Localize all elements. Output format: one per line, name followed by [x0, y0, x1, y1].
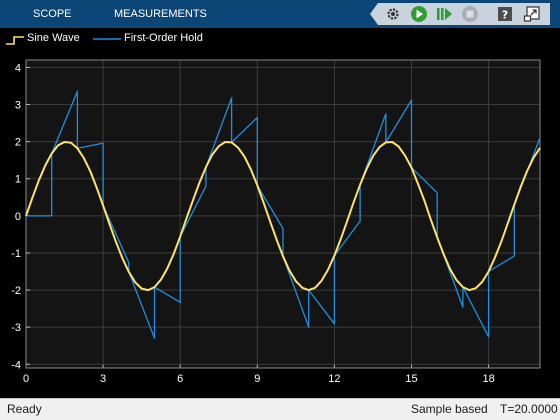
- first-order-hold-line: [26, 90, 541, 339]
- stop-icon[interactable]: [459, 3, 481, 25]
- sine-wave-legend-swatch: [6, 36, 24, 45]
- help-icon[interactable]: ?: [494, 3, 516, 25]
- y-tick-label: 1: [15, 174, 21, 186]
- toolstrip: SCOPE MEASUREMENTS: [0, 0, 560, 28]
- y-tick-label: -1: [11, 248, 21, 260]
- x-tick-label: 18: [482, 373, 494, 385]
- x-tick-label: 3: [100, 373, 106, 385]
- legend-label-sine-wave: Sine Wave: [27, 32, 80, 44]
- scope-display: 0 3 6 9 12 15 18 4 3 2 1 0 -1 -2 -3 -4: [0, 50, 560, 398]
- x-tick-label: 15: [405, 373, 417, 385]
- sample-mode-indicator: Sample based: [411, 402, 488, 416]
- y-tick-label: 2: [15, 137, 21, 149]
- x-tick-label: 0: [23, 373, 29, 385]
- y-tick-label: -4: [11, 359, 21, 371]
- y-tick-label: -2: [11, 285, 21, 297]
- simulation-time: T=20.0000: [500, 402, 558, 416]
- status-text: Ready: [7, 402, 42, 416]
- svg-text:?: ?: [502, 9, 508, 22]
- x-tick-label: 6: [177, 373, 183, 385]
- y-tick-label: 0: [15, 211, 21, 223]
- x-tick-label: 12: [328, 373, 340, 385]
- legend: Sine Wave First-Order Hold: [0, 28, 560, 50]
- step-forward-icon[interactable]: [433, 3, 455, 25]
- undock-icon[interactable]: [521, 3, 543, 25]
- run-icon[interactable]: [408, 3, 430, 25]
- legend-label-first-order-hold: First-Order Hold: [124, 32, 203, 44]
- sine-wave-line: [25, 141, 541, 292]
- plot-area: [25, 59, 541, 369]
- quick-access-toolbar: ?: [370, 3, 550, 25]
- y-tick-label: -3: [11, 322, 21, 334]
- settings-icon[interactable]: [382, 3, 404, 25]
- x-tick-label: 9: [254, 373, 260, 385]
- time-domain-plot[interactable]: 0 3 6 9 12 15 18 4 3 2 1 0 -1 -2 -3 -4: [0, 50, 560, 398]
- status-bar: Ready Sample based T=20.0000: [0, 398, 560, 420]
- tab-measurements[interactable]: MEASUREMENTS: [114, 8, 207, 20]
- y-tick-label: 3: [15, 100, 21, 112]
- y-tick-label: 4: [15, 62, 21, 74]
- first-order-hold-legend-swatch: [93, 38, 121, 40]
- tab-scope[interactable]: SCOPE: [33, 8, 72, 20]
